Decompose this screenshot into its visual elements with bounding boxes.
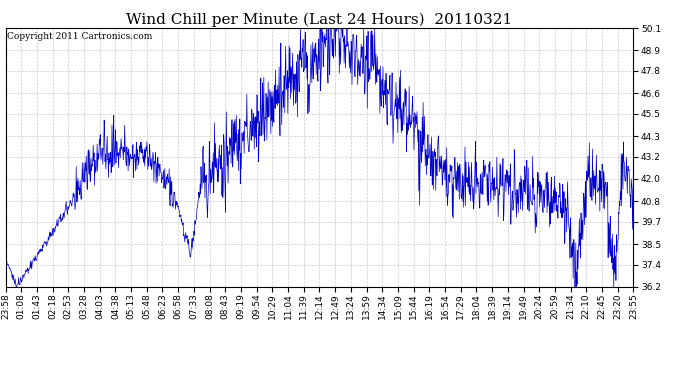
Title: Wind Chill per Minute (Last 24 Hours)  20110321: Wind Chill per Minute (Last 24 Hours) 20… [126, 13, 513, 27]
Text: Copyright 2011 Cartronics.com: Copyright 2011 Cartronics.com [8, 32, 152, 41]
